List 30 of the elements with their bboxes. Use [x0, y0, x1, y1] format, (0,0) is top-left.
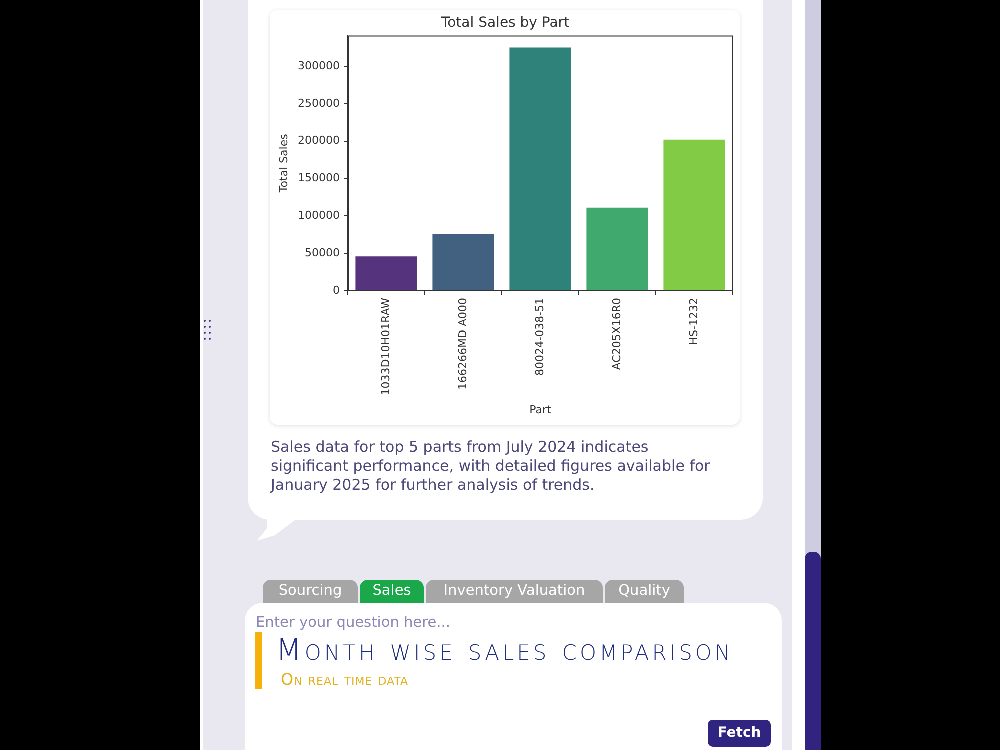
- x-tick-label: 1033D10H01RAW: [379, 298, 392, 396]
- bar: [664, 140, 726, 290]
- chart-title: Total Sales by Part: [440, 15, 570, 32]
- y-tick-label: 50000: [305, 246, 340, 260]
- y-tick-label: 0: [333, 284, 340, 297]
- button[interactable]: Fetch: [708, 720, 771, 747]
- bar: [432, 234, 494, 290]
- y-tick-label: 250000: [298, 96, 340, 110]
- text: Enter your question here...: [256, 614, 452, 633]
- x-axis-title: Part: [530, 403, 552, 416]
- y-tick-label: 200000: [298, 134, 340, 148]
- x-tick-label: 80024-038-51: [533, 298, 546, 376]
- x-tick-label: 166266MD A000: [456, 298, 470, 390]
- bar: [586, 208, 648, 290]
- text: On real time data: [281, 669, 410, 691]
- tab[interactable]: Inventory Valuation: [426, 580, 603, 603]
- tab[interactable]: Sourcing: [263, 580, 358, 603]
- tab[interactable]: Sales: [360, 580, 424, 603]
- bar: [510, 48, 572, 290]
- y-tick-label: 300000: [298, 59, 340, 72]
- y-axis-title: Total Sales: [277, 134, 290, 194]
- bar: [356, 256, 418, 290]
- x-tick-label: HS-1232: [687, 298, 700, 346]
- text: Month wise sales comparison: [276, 632, 735, 670]
- text: Sales data for top 5 parts from July 2024 indicates significant performance, with detailed figures available for January 2025 for further analysis of trends.: [271, 438, 712, 496]
- y-tick-label: 150000: [298, 172, 340, 185]
- tab[interactable]: Quality: [605, 580, 684, 603]
- y-tick-label: 100000: [298, 209, 340, 222]
- text-field[interactable]: [245, 603, 782, 750]
- x-tick-label: AC205X16R0: [610, 298, 624, 370]
